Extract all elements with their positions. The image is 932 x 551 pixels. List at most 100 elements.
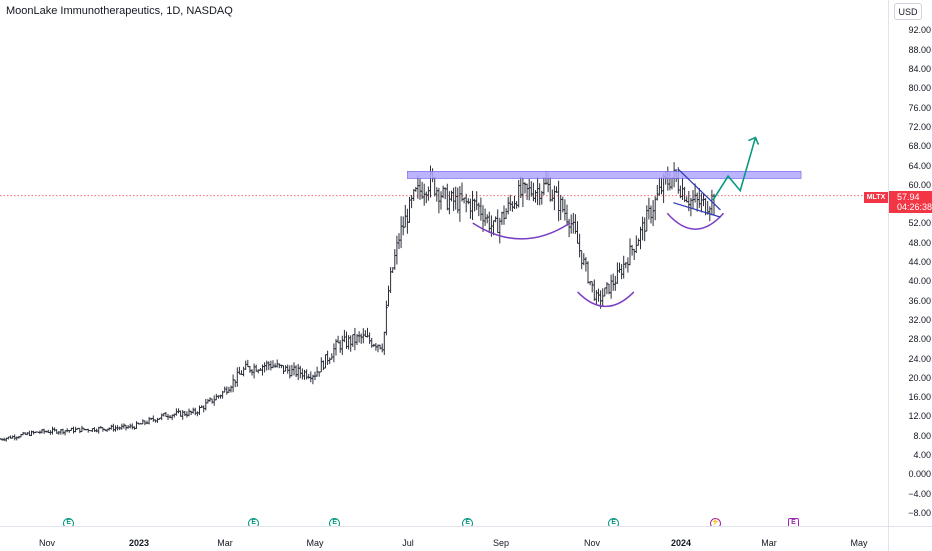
wedge-upper-line <box>677 168 721 211</box>
ohlc-bar <box>385 300 388 336</box>
time-axis-label: Nov <box>38 538 56 548</box>
time-axis[interactable]: Nov 2023 Mar May Jul Sep Nov 2024 Mar May <box>0 526 888 551</box>
ohlc-bar <box>559 194 563 221</box>
ohlc-bar <box>452 187 455 212</box>
ohlc-bar <box>416 175 420 199</box>
ohlc-bar <box>242 366 245 377</box>
ohlc-bar <box>502 205 506 225</box>
time-axis-label: Mar <box>217 538 233 548</box>
price-axis[interactable]: 92.00 88.00 84.00 80.00 76.00 72.00 68.00 64.00… <box>888 0 932 526</box>
ohlc-bar <box>61 428 65 435</box>
ohlc-bar <box>616 262 619 284</box>
ohlc-bar <box>399 216 403 249</box>
ohlc-bar <box>78 427 82 434</box>
price-axis-label: 8.00 <box>913 430 931 441</box>
price-axis-label: 52.00 <box>908 218 931 229</box>
ohlc-bar <box>357 331 361 343</box>
ohlc-bar <box>164 411 168 418</box>
chart-area[interactable]: E E E E E ⚡ E <box>0 0 888 532</box>
price-axis-label: −8.00 <box>908 507 931 518</box>
ohlc-bar <box>683 186 686 202</box>
ohlc-bar <box>469 198 472 219</box>
ohlc-bar <box>487 211 491 234</box>
ohlc-bar <box>112 423 115 432</box>
price-axis-label: −4.00 <box>908 488 931 499</box>
ohlc-bar <box>529 181 533 197</box>
price-axis-label: 76.00 <box>908 102 931 113</box>
ohlc-bar <box>517 179 521 208</box>
ohlc-bar <box>273 363 277 368</box>
ohlc-bar <box>523 182 527 194</box>
ohlc-bar <box>168 415 172 419</box>
ohlc-bar <box>464 193 468 213</box>
ohlc-bar <box>51 426 54 435</box>
ohlc-bar <box>244 360 248 370</box>
ohlc-bar <box>401 216 405 236</box>
ohlc-bar <box>397 233 401 250</box>
time-axis-label: Mar <box>761 538 777 548</box>
ohlc-bar <box>595 289 598 305</box>
ohlc-bar <box>294 365 298 378</box>
ohlc-bar <box>420 181 424 200</box>
ohlc-bar <box>286 364 290 374</box>
ohlc-bar <box>210 398 214 404</box>
ohlc-bar <box>80 425 84 433</box>
ohlc-bar <box>695 192 699 212</box>
ohlc-bar <box>508 194 512 211</box>
ohlc-bar <box>393 249 397 270</box>
ohlc-bar <box>340 335 344 355</box>
ohlc-bar <box>193 407 197 416</box>
ohlc-bar <box>641 216 644 241</box>
price-axis-label: 36.00 <box>908 295 931 306</box>
ohlc-bar <box>630 244 634 256</box>
ohlc-bar <box>408 196 411 223</box>
ohlc-bar <box>95 428 98 433</box>
price-axis-label: 88.00 <box>908 44 931 55</box>
ohlc-bar <box>208 397 212 402</box>
ticker-badge: MLTX <box>864 192 888 203</box>
ohlc-bar <box>620 264 623 280</box>
ohlc-bar <box>448 191 451 215</box>
ohlc-bar <box>351 334 355 347</box>
ohlc-bar <box>500 211 504 225</box>
ohlc-bar <box>378 344 382 350</box>
rounding-bottom-arc <box>577 291 635 307</box>
rounding-bottom-arc <box>666 212 725 230</box>
ohlc-bar <box>156 417 159 423</box>
last-price-badge: 57.94 04:26:38 <box>889 191 932 213</box>
ohlc-bar <box>248 365 252 373</box>
ohlc-bar <box>653 196 657 221</box>
price-axis-label: 80.00 <box>908 83 931 94</box>
ohlc-bar <box>511 201 514 212</box>
ohlc-bar <box>151 415 155 422</box>
ohlc-bar <box>107 427 111 431</box>
price-chart[interactable] <box>0 0 888 526</box>
ohlc-bar <box>53 427 56 432</box>
currency-button[interactable]: USD <box>894 3 922 20</box>
ohlc-bar <box>410 194 413 209</box>
ohlc-bar <box>338 340 342 353</box>
last-price-value: 57.94 <box>897 192 920 202</box>
ohlc-bar <box>592 279 596 301</box>
ohlc-bar <box>359 333 363 344</box>
ohlc-bar <box>389 267 392 294</box>
ohlc-bar <box>427 186 430 201</box>
ohlc-bar <box>655 184 659 201</box>
ohlc-bar <box>288 365 292 379</box>
ohlc-bar <box>290 364 294 377</box>
ohlc-bar <box>265 360 269 371</box>
ohlc-bar <box>634 235 638 254</box>
ohlc-bar <box>475 191 479 211</box>
ohlc-bar <box>637 238 640 246</box>
ohlc-bar <box>328 357 332 365</box>
ohlc-bar <box>496 209 500 234</box>
ohlc-bar <box>412 189 416 202</box>
ohlc-bar <box>584 257 588 272</box>
ohlc-bar <box>330 353 334 360</box>
price-axis-label: 48.00 <box>908 237 931 248</box>
ohlc-bar <box>538 183 542 206</box>
ohlc-bar <box>303 369 306 380</box>
ohlc-bar <box>204 399 208 411</box>
price-axis-label: 68.00 <box>908 141 931 152</box>
price-axis-label: 20.00 <box>908 372 931 383</box>
